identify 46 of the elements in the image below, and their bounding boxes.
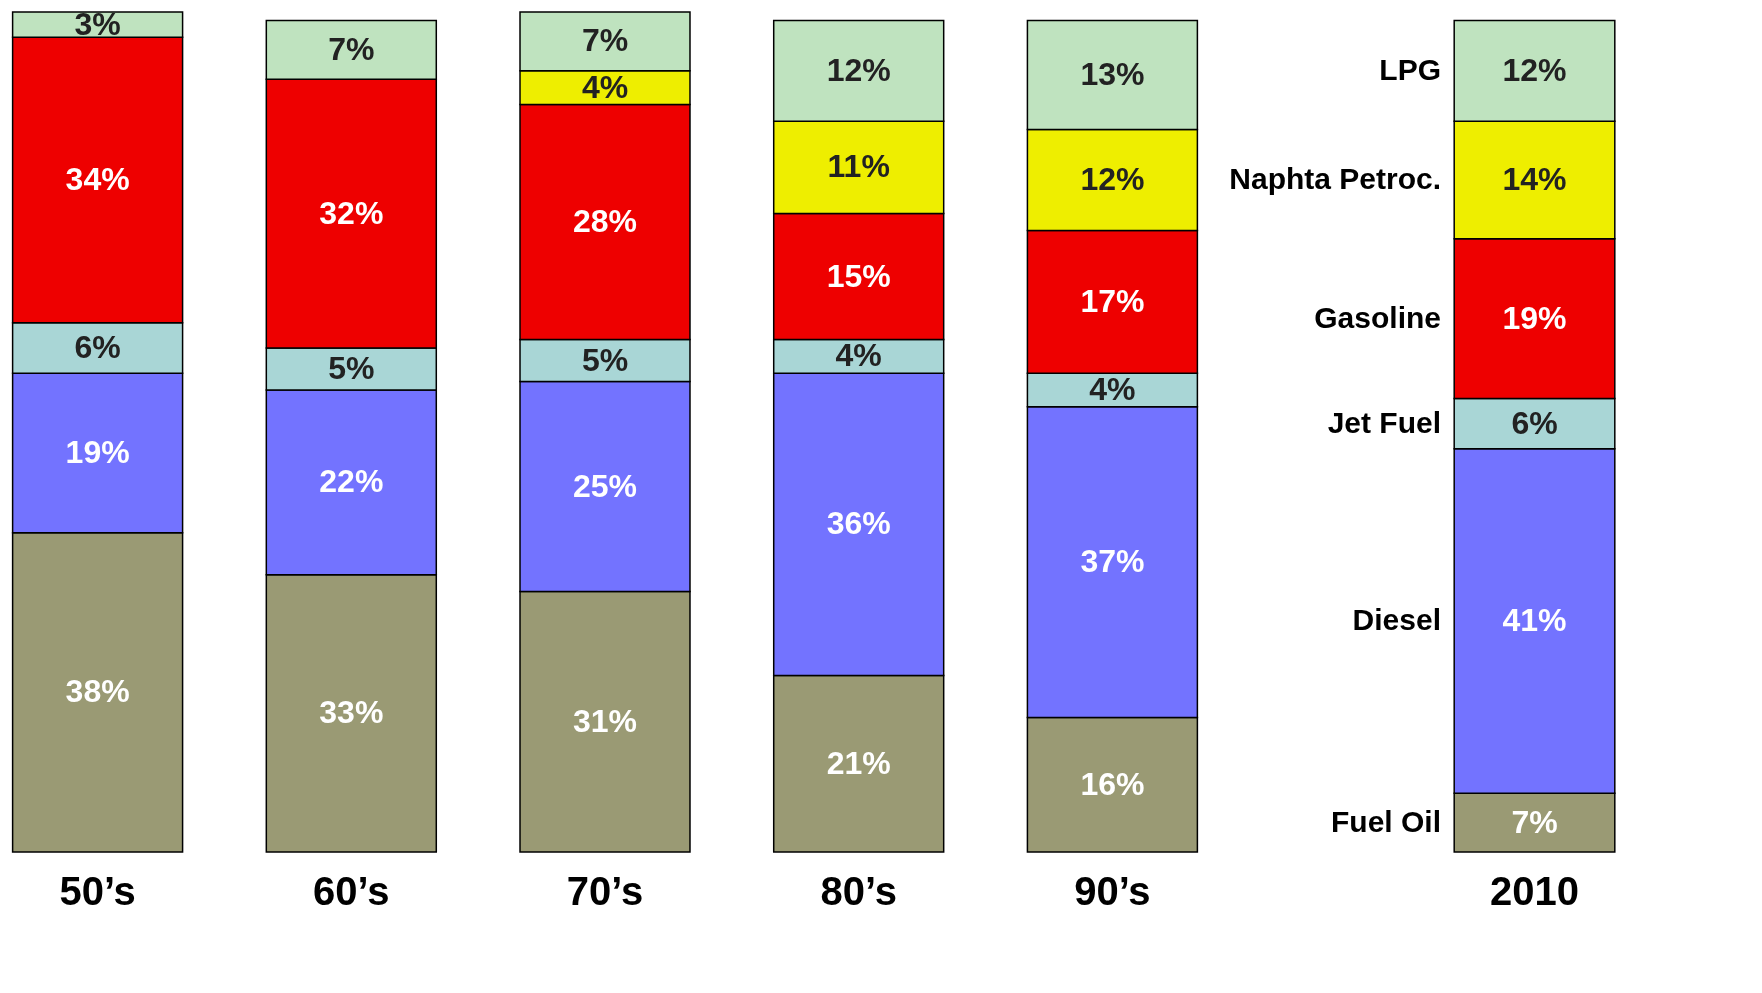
data-label: 7% xyxy=(581,22,629,59)
data-label: 19% xyxy=(65,434,130,470)
data-label: 5% xyxy=(328,350,375,386)
data-label: 36% xyxy=(826,505,891,542)
data-label: 41% xyxy=(1502,602,1567,638)
data-label: 28% xyxy=(572,203,638,239)
data-label: 6% xyxy=(1511,404,1558,441)
data-label: 32% xyxy=(319,194,384,231)
series-label: LPG xyxy=(1379,52,1441,86)
data-label: 38% xyxy=(65,673,130,710)
data-label: 34% xyxy=(65,161,130,197)
data-label: 12% xyxy=(1502,51,1567,88)
data-label: 25% xyxy=(572,467,638,504)
data-label: 12% xyxy=(1080,161,1145,197)
data-label: 3% xyxy=(74,5,121,42)
data-label: 5% xyxy=(581,341,629,378)
data-label: 4% xyxy=(1089,371,1136,407)
data-label: 6% xyxy=(74,329,121,365)
x-tick-label: 2010 xyxy=(1490,868,1579,913)
data-label: 37% xyxy=(1080,543,1145,580)
data-label: 17% xyxy=(1080,282,1145,319)
series-label: Fuel Oil xyxy=(1330,804,1441,838)
data-label: 33% xyxy=(319,694,384,731)
series-label: Diesel xyxy=(1352,603,1441,636)
data-label: 4% xyxy=(581,68,629,105)
data-label: 22% xyxy=(319,463,384,500)
data-label: 13% xyxy=(1080,56,1145,92)
series-label: Gasoline xyxy=(1314,300,1441,334)
data-label: 21% xyxy=(826,744,891,781)
data-label: 4% xyxy=(835,337,882,374)
x-tick-label: 60’s xyxy=(313,868,390,913)
data-label: 16% xyxy=(1080,765,1145,802)
series-label: Jet Fuel xyxy=(1327,405,1441,439)
data-label: 7% xyxy=(328,30,375,67)
x-tick-label: 80’s xyxy=(820,868,897,913)
data-label: 7% xyxy=(1511,803,1558,840)
series-label: Naphta Petroc. xyxy=(1229,162,1441,195)
data-label: 15% xyxy=(826,257,891,294)
data-label: 11% xyxy=(827,148,890,185)
x-tick-label: 70’s xyxy=(566,868,644,913)
x-tick-label: 90’s xyxy=(1074,868,1151,913)
data-label: 19% xyxy=(1502,299,1567,336)
data-label: 31% xyxy=(572,702,638,739)
data-label: 12% xyxy=(826,51,891,88)
x-tick-label: 50’s xyxy=(59,868,136,913)
data-label: 14% xyxy=(1502,161,1567,197)
